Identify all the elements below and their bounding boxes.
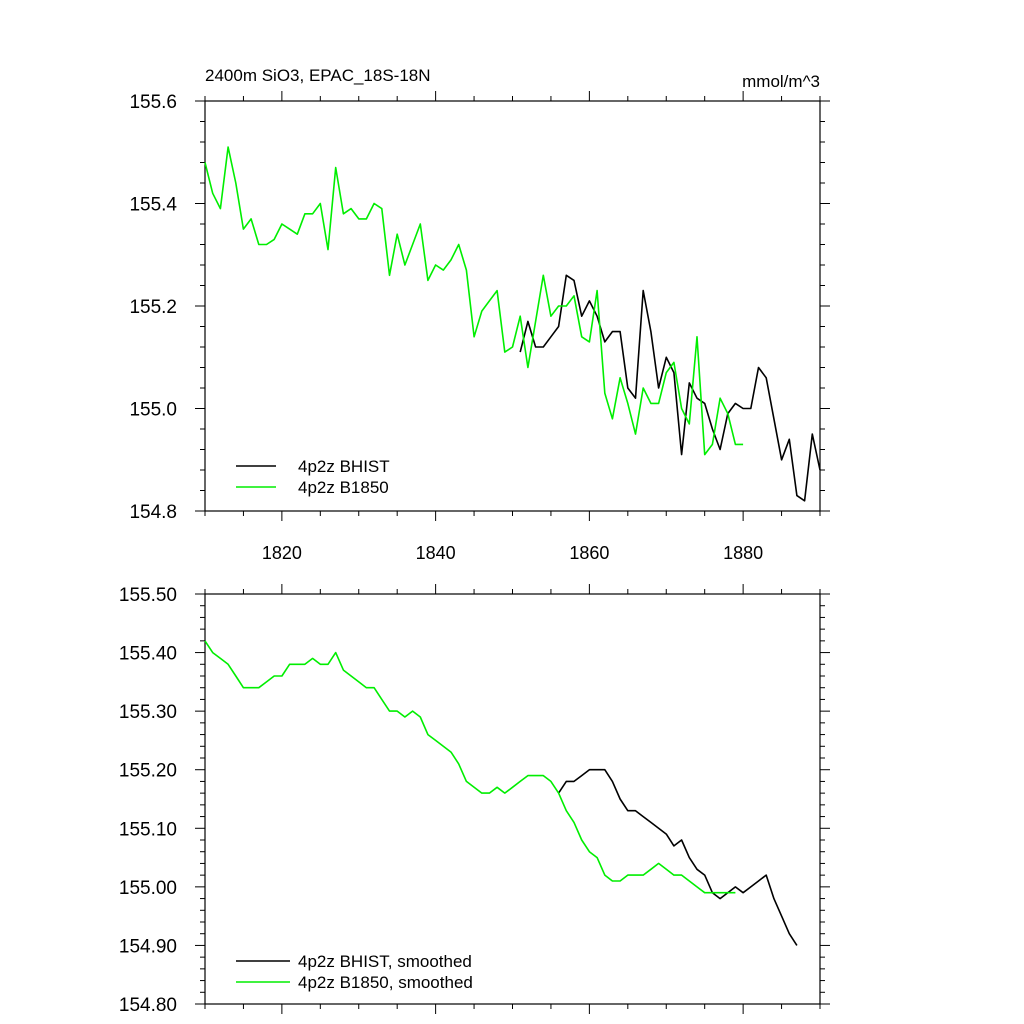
y-tick-label: 155.0 xyxy=(129,400,177,421)
x-tick-label: 1820 xyxy=(262,543,302,563)
series-line-b1850 xyxy=(204,146,744,456)
series-line-bhist xyxy=(519,274,821,502)
y-tick-label: 154.90 xyxy=(119,936,177,957)
x-tick-label: 1860 xyxy=(569,543,609,563)
y-tick-label: 154.80 xyxy=(119,995,177,1016)
y-tick-label: 155.50 xyxy=(119,585,177,606)
legend-label: 4p2z BHIST, smoothed xyxy=(298,952,472,971)
x-tick-label: 1840 xyxy=(416,543,456,563)
chart-panel-2: 155.50 155.40 155.30 155.20 155.10 155.00 154.… xyxy=(119,584,830,1016)
series-line-bhist xyxy=(557,768,798,946)
y-tick-label: 155.6 xyxy=(129,92,177,113)
x-tick-label: 1880 xyxy=(723,543,763,563)
plot-frame xyxy=(204,100,821,512)
legend-label: 4p2z B1850, smoothed xyxy=(298,973,473,992)
y-tick-label: 155.10 xyxy=(119,819,177,840)
chart-title: 2400m SiO3, EPAC_18S-18N xyxy=(205,66,431,85)
units-label: mmol/m^3 xyxy=(742,72,820,91)
y-tick-label: 154.8 xyxy=(129,502,177,523)
plot-frame xyxy=(204,593,821,1005)
y-tick-label: 155.2 xyxy=(129,297,177,318)
y-tick-label: 155.4 xyxy=(129,195,177,216)
chart-panel-1: 1820 1840 1860 1880 155.6 155.4 155.2 155.0 154.… xyxy=(129,66,830,563)
y-tick-label: 155.40 xyxy=(119,644,177,665)
y-tick-label: 155.00 xyxy=(119,878,177,899)
y-tick-label: 155.30 xyxy=(119,702,177,723)
legend-label: 4p2z BHIST xyxy=(298,457,390,476)
legend-label: 4p2z B1850 xyxy=(298,478,389,497)
y-tick-label: 155.20 xyxy=(119,761,177,782)
series-line-b1850 xyxy=(204,640,736,894)
